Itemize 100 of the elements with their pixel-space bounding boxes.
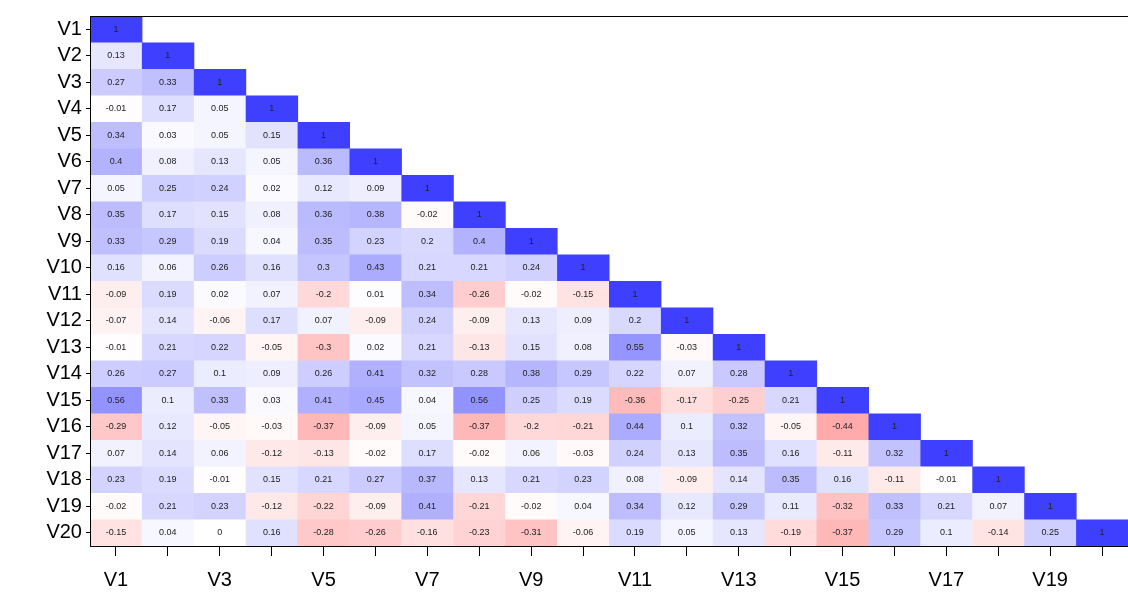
data-label: 0.23 (574, 474, 592, 485)
data-label: -0.09 (365, 315, 386, 326)
data-label: 0.04 (159, 527, 177, 538)
data-label: 0.13 (729, 527, 748, 538)
data-label: 0.17 (418, 447, 437, 458)
data-label: 0.26 (314, 368, 333, 379)
data-label: 0.05 (678, 527, 696, 538)
data-label: 0.09 (366, 182, 385, 193)
data-label: 0.36 (314, 209, 333, 220)
data-label: 0.22 (626, 368, 644, 379)
data-label: 0.02 (366, 341, 385, 352)
data-label: 0.05 (418, 421, 437, 432)
data-label: 1 (528, 235, 534, 246)
data-label: 0.15 (522, 341, 540, 352)
data-label: 1 (424, 182, 430, 193)
data-label: 0.14 (159, 315, 177, 326)
data-label: 0.07 (262, 288, 281, 299)
data-label: 0.32 (729, 421, 748, 432)
x-tick-label: V1 (103, 567, 129, 590)
data-label: -0.15 (105, 527, 127, 538)
data-label: 1 (269, 103, 275, 114)
data-label: -0.32 (832, 500, 853, 511)
data-label: -0.01 (936, 474, 957, 485)
data-label: 0.33 (885, 500, 904, 511)
data-label: 0.37 (418, 474, 437, 485)
data-label: -0.17 (676, 394, 698, 405)
data-label: -0.16 (417, 527, 438, 538)
data-label: -0.05 (261, 341, 282, 352)
data-label: -0.12 (261, 447, 282, 458)
data-label: 0.25 (522, 394, 540, 405)
data-label: 0.1 (213, 368, 227, 379)
data-label: 0.27 (159, 368, 177, 379)
y-tick-label: V8 (57, 202, 82, 225)
y-tick-label: V17 (46, 440, 82, 463)
data-label: 0.24 (210, 182, 229, 193)
data-label: 0.45 (366, 394, 385, 405)
data-label: 0.19 (210, 235, 229, 246)
data-label: 0.35 (781, 474, 800, 485)
data-label: -0.21 (468, 500, 490, 511)
data-label: 0.16 (262, 262, 281, 273)
data-label: -0.2 (523, 421, 539, 432)
data-label: 0.21 (159, 500, 177, 511)
data-label: 1 (113, 23, 119, 34)
data-label: -0.26 (468, 288, 490, 299)
data-label: -0.01 (209, 474, 231, 485)
data-label: 1 (580, 262, 586, 273)
data-label: -0.23 (468, 527, 490, 538)
data-label: 0.05 (210, 103, 229, 114)
data-label: -0.21 (572, 421, 594, 432)
data-label: 0.36 (314, 156, 333, 167)
data-label: 0.16 (107, 262, 125, 273)
data-label: 0.15 (262, 129, 281, 140)
data-label: 0.04 (418, 394, 437, 405)
data-label: 0.14 (159, 447, 177, 458)
data-label: 0.26 (107, 368, 125, 379)
data-label: 0.3 (317, 262, 330, 273)
data-label: 0.21 (781, 394, 800, 405)
data-label: 0.13 (107, 50, 125, 61)
data-label: 0.15 (262, 474, 281, 485)
data-label: 0.02 (262, 182, 281, 193)
x-tick-label: V15 (824, 567, 861, 590)
data-label: -0.44 (832, 421, 853, 432)
data-label: 0.13 (470, 474, 489, 485)
data-label: 0 (217, 527, 223, 538)
data-label: 0.21 (418, 341, 437, 352)
data-label: 0.07 (678, 368, 696, 379)
data-label: 0.27 (107, 76, 125, 87)
data-label: 0.07 (107, 447, 125, 458)
y-tick-label: V9 (57, 228, 82, 251)
data-label: 0.1 (940, 527, 953, 538)
data-label: 0.56 (470, 394, 489, 405)
data-label: 1 (321, 129, 327, 140)
data-label: -0.01 (105, 103, 127, 114)
data-label: -0.09 (676, 474, 698, 485)
data-label: -0.09 (365, 421, 386, 432)
data-label: 0.41 (366, 368, 385, 379)
data-label: 0.21 (159, 341, 177, 352)
data-label: -0.09 (468, 315, 490, 326)
y-tick-label: V20 (46, 520, 82, 543)
data-label: 0.12 (159, 421, 177, 432)
data-label: 0.19 (159, 474, 177, 485)
data-label: -0.06 (572, 527, 594, 538)
data-label: -0.07 (105, 315, 127, 326)
data-label: 0.38 (522, 368, 540, 379)
data-label: 0.05 (107, 182, 125, 193)
data-label: 0.08 (262, 209, 281, 220)
data-label: 1 (943, 447, 949, 458)
data-label: 0.06 (210, 447, 229, 458)
data-label: 0.21 (418, 262, 437, 273)
data-label: 0.19 (626, 527, 644, 538)
data-label: 0.16 (781, 447, 800, 458)
data-label: -0.02 (105, 500, 127, 511)
data-label: 0.33 (107, 235, 125, 246)
data-label: 0.08 (159, 156, 177, 167)
data-label: -0.15 (572, 288, 594, 299)
data-label: 0.05 (262, 156, 281, 167)
data-label: 0.04 (262, 235, 281, 246)
data-label: 0.35 (314, 235, 333, 246)
data-label: -0.02 (468, 447, 490, 458)
data-label: 0.32 (418, 368, 437, 379)
